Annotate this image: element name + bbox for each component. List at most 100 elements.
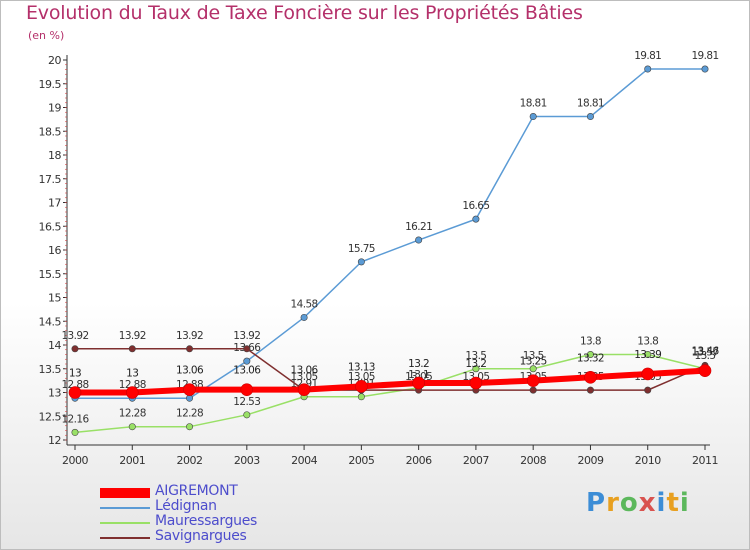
data-label: 12.16 — [61, 413, 89, 425]
x-tick-label: 2000 — [62, 454, 88, 467]
data-label: 12.53 — [233, 396, 260, 408]
data-label: 13.5 — [465, 350, 486, 362]
data-point — [586, 350, 594, 358]
x-tick-label: 2002 — [177, 454, 203, 467]
data-label: 12.88 — [61, 379, 88, 391]
data-label: 18.81 — [577, 98, 604, 110]
data-label: 19.81 — [691, 50, 718, 62]
legend-label: Mauressargues — [155, 513, 258, 529]
y-tick-label: 17 — [48, 197, 61, 210]
series-line — [75, 348, 706, 391]
series-line — [74, 353, 706, 434]
data-point — [186, 345, 194, 353]
data-label: 13.92 — [233, 330, 260, 342]
data-label: 13.2 — [465, 358, 486, 370]
brand-letter: P — [586, 488, 607, 518]
data-label: 14.58 — [291, 298, 318, 310]
data-label: 13 — [69, 368, 81, 380]
data-point — [698, 364, 712, 377]
data-point — [412, 376, 425, 390]
data-label: 13.25 — [520, 356, 547, 368]
data-label: 13.57 — [691, 346, 718, 358]
data-label: 18.81 — [520, 98, 547, 110]
data-point — [297, 383, 311, 396]
data-label: 13.92 — [61, 330, 88, 342]
y-tick-label: 13.5 — [39, 363, 62, 376]
data-point — [243, 357, 251, 365]
brand-letter: x — [638, 488, 657, 518]
x-tick-label: 2005 — [348, 454, 374, 467]
series-mauressargues: 12.1612.2812.2812.5312.9112.9113.113.513… — [61, 336, 716, 436]
data-label: 13 — [126, 368, 138, 380]
x-tick-label: 2011 — [692, 454, 718, 467]
data-point — [701, 65, 709, 73]
data-label: 12.28 — [119, 408, 146, 420]
data-point — [586, 113, 594, 121]
legend-label: AIGREMONT — [155, 483, 238, 499]
data-point — [300, 313, 308, 321]
data-point — [186, 394, 194, 402]
y-tick-label: 14.5 — [39, 315, 62, 328]
data-label: 13.1 — [408, 369, 429, 381]
brand-letter: i — [656, 488, 667, 518]
data-label: 13.8 — [637, 336, 658, 348]
y-tick-label: 15.5 — [39, 268, 62, 281]
series-line — [75, 367, 706, 396]
chart-title: Evolution du Taux de Taxe Foncière sur l… — [26, 2, 583, 24]
brand-letter: o — [619, 488, 639, 518]
x-tick-label: 2006 — [406, 454, 432, 467]
y-tick-label: 15 — [48, 292, 61, 305]
data-point — [415, 236, 423, 244]
y-tick-label: 20 — [48, 54, 61, 67]
legend-swatch — [100, 507, 150, 509]
brand-logo: Proxiti — [586, 488, 690, 518]
data-label: 16.21 — [405, 221, 432, 233]
legend-label: Savignargues — [155, 528, 247, 544]
y-tick-label: 19 — [48, 102, 61, 115]
series-ldignan: 12.8812.8812.8813.6614.5815.7516.2116.65… — [61, 50, 719, 402]
data-label: 13.2 — [408, 358, 429, 370]
y-tick-label: 16.5 — [39, 220, 62, 233]
data-label: 13.06 — [233, 365, 261, 377]
data-point — [186, 423, 194, 431]
data-label: 13.46 — [691, 346, 719, 358]
y-tick-label: 12 — [48, 434, 61, 447]
data-label: 19.81 — [634, 50, 661, 62]
data-point — [529, 365, 537, 373]
x-tick-label: 2010 — [635, 454, 661, 467]
data-point — [240, 383, 254, 396]
y-tick-label: 14 — [48, 339, 61, 352]
data-label: 13.05 — [291, 371, 318, 383]
data-point — [68, 386, 82, 399]
data-point — [469, 376, 483, 390]
data-label: 13.5 — [523, 350, 544, 362]
data-point — [641, 367, 655, 381]
data-point — [183, 383, 196, 396]
data-label: 12.28 — [176, 408, 203, 420]
data-label: 13.5 — [695, 350, 716, 362]
data-point — [644, 386, 652, 394]
data-label: 13.39 — [634, 349, 661, 361]
y-tick-label: 17.5 — [39, 173, 62, 186]
legend-swatch — [100, 537, 150, 539]
data-point — [526, 374, 540, 387]
series-line — [75, 68, 705, 399]
data-point — [644, 65, 652, 73]
legend-swatch — [100, 488, 150, 498]
data-label: 13.92 — [119, 330, 146, 342]
y-tick-label: 13 — [48, 387, 61, 400]
data-point — [71, 345, 79, 353]
x-tick-label: 2004 — [291, 454, 317, 467]
brand-letter: i — [679, 488, 690, 518]
data-point — [71, 428, 79, 436]
y-tick-label: 19.5 — [39, 78, 62, 91]
x-tick-label: 2009 — [577, 454, 603, 467]
data-point — [472, 215, 480, 223]
data-point — [243, 411, 251, 419]
x-tick-label: 2008 — [520, 454, 546, 467]
data-point — [529, 113, 537, 121]
y-tick-label: 16 — [48, 244, 61, 257]
x-tick-label: 2003 — [234, 454, 260, 467]
brand-letter: t — [666, 488, 680, 518]
